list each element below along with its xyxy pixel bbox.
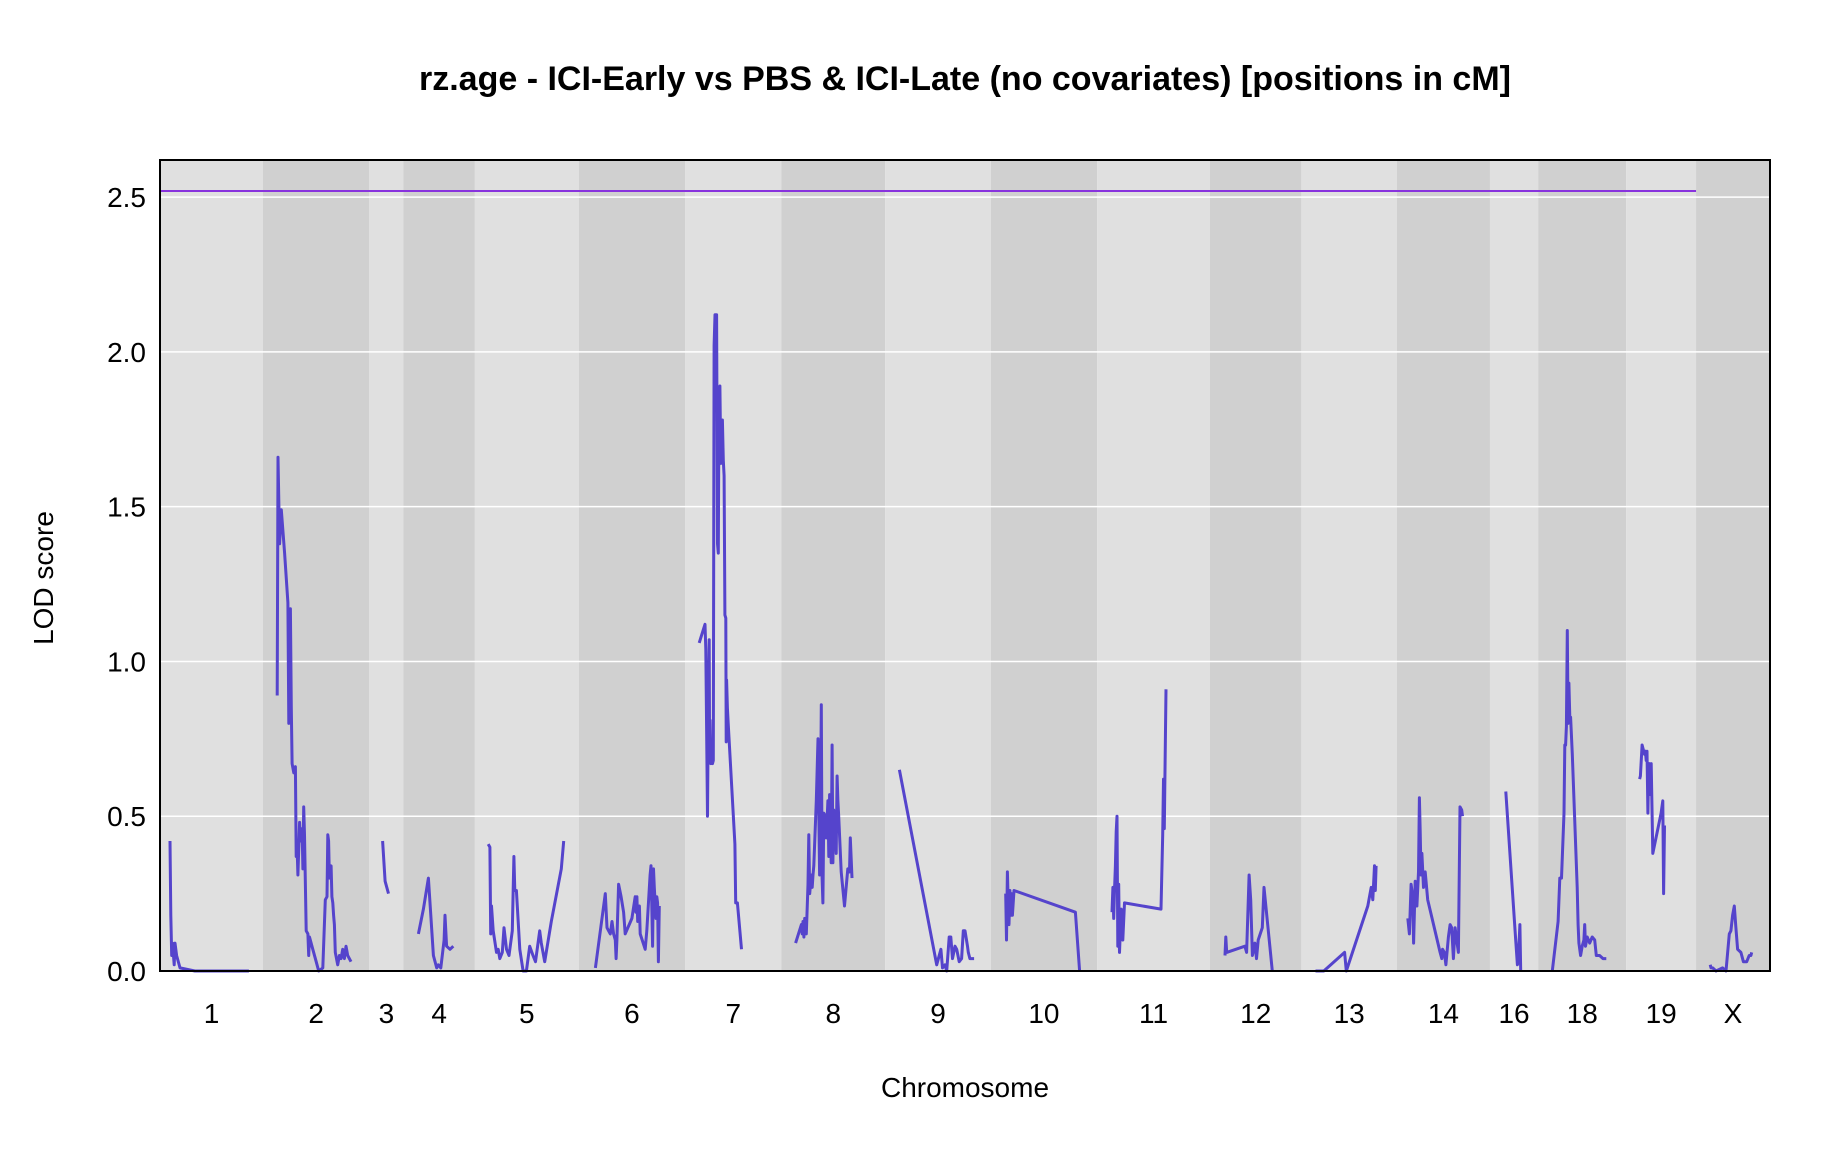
lod-curve-chr-9: [897, 769, 975, 973]
x-tick-label-chr-X: X: [1724, 998, 1743, 1029]
x-tick-label-chr-1: 1: [204, 998, 220, 1029]
lod-curve-chr-6: [593, 864, 661, 969]
x-tick-label-chr-5: 5: [519, 998, 535, 1029]
lod-curve-chr-16: [1504, 791, 1523, 972]
lod-curve-chr-7: [697, 313, 743, 950]
lod-curve-chr-2: [275, 455, 353, 973]
chromosome-band-19: [1626, 160, 1697, 971]
x-tick-label-chr-16: 16: [1498, 998, 1529, 1029]
chromosome-band-1: [160, 160, 264, 971]
y-tick-label: 1.5: [107, 492, 146, 523]
chromosome-band-12: [1210, 160, 1302, 971]
lod-curve-chr-18: [1550, 629, 1607, 972]
x-tick-label-chr-18: 18: [1567, 998, 1598, 1029]
x-tick-label-chr-6: 6: [624, 998, 640, 1029]
lod-curve-chr-11: [1110, 689, 1168, 954]
x-tick-label-chr-10: 10: [1028, 998, 1059, 1029]
lod-curve-chr-5: [486, 840, 566, 973]
chromosome-band-13: [1301, 160, 1397, 971]
chromosome-band-3: [369, 160, 404, 971]
x-tick-label-chr-3: 3: [379, 998, 395, 1029]
x-tick-label-chr-14: 14: [1428, 998, 1459, 1029]
chromosome-band-4: [403, 160, 475, 971]
lod-curve-chr-10: [1004, 870, 1082, 972]
chromosome-band-9: [885, 160, 991, 971]
lod-curve-chr-14: [1406, 796, 1464, 967]
chromosome-band-2: [263, 160, 370, 971]
y-tick-label: 0.0: [107, 956, 146, 987]
chromosome-band-16: [1489, 160, 1539, 971]
x-tick-label-chr-12: 12: [1240, 998, 1271, 1029]
x-tick-label-chr-11: 11: [1139, 998, 1168, 1029]
lod-curve-chr-13: [1315, 864, 1378, 973]
chromosome-band-18: [1538, 160, 1627, 971]
chromosome-band-5: [474, 160, 579, 971]
y-tick-label: 2.0: [107, 337, 146, 368]
y-tick-label: 1.0: [107, 646, 146, 677]
chart-title: rz.age - ICI-Early vs PBS & ICI-Late (no…: [418, 60, 1511, 98]
x-tick-label-chr-19: 19: [1646, 998, 1677, 1029]
lod-curve-chr-12: [1223, 873, 1274, 972]
y-tick-label: 2.5: [107, 182, 146, 213]
x-tick-label-chr-9: 9: [930, 998, 946, 1029]
chromosome-band-X: [1696, 160, 1770, 971]
chromosome-band-7: [685, 160, 782, 971]
x-tick-label-chr-8: 8: [826, 998, 842, 1029]
x-tick-label-chr-7: 7: [725, 998, 741, 1029]
x-tick-label-chr-2: 2: [308, 998, 324, 1029]
chromosome-band-11: [1097, 160, 1211, 971]
lod-curve-chr-4: [416, 876, 455, 970]
chromosome-band-6: [578, 160, 686, 971]
x-tick-label-chr-4: 4: [431, 998, 447, 1029]
x-axis-label: Chromosome: [880, 1072, 1050, 1103]
plot-frame: [159, 159, 1771, 972]
chromosome-band-14: [1396, 160, 1490, 971]
lod-curve-chr-3: [381, 840, 390, 894]
y-tick-label: 0.5: [107, 801, 146, 832]
chromosome-band-10: [990, 160, 1098, 971]
lod-curve-chr-19: [1638, 743, 1666, 896]
lod-curve-chr-8: [794, 703, 854, 944]
x-tick-label-chr-13: 13: [1334, 998, 1365, 1029]
